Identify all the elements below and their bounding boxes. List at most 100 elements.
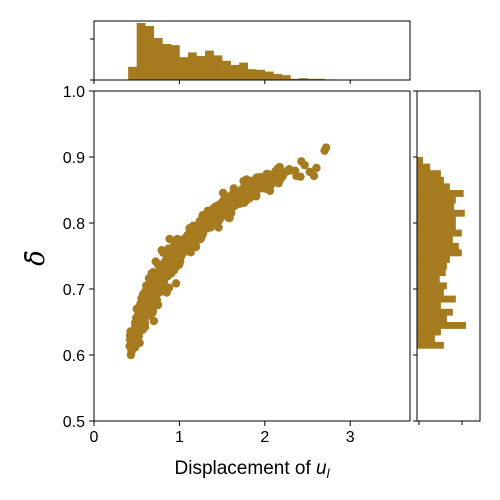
y-tick-label: 0.6 [63, 348, 85, 365]
scatter-point [300, 160, 309, 170]
y-tick-label: 0.8 [63, 216, 85, 233]
top-histogram-bar [222, 60, 231, 80]
top-histogram-bar [196, 56, 206, 80]
right-histogram-bar [417, 308, 453, 316]
right-histogram-panel [413, 90, 481, 425]
top-histogram-bars [128, 23, 334, 80]
scatter-point [261, 184, 270, 193]
top-histogram-bar [239, 62, 249, 80]
scatter-point [277, 170, 287, 179]
scatter-point [214, 223, 223, 232]
scatter-point [134, 327, 143, 336]
x-axis-label: Displacement of ul [175, 458, 331, 481]
top-histogram-bar [136, 23, 146, 80]
y-tick-label: 0.7 [63, 282, 85, 299]
x-tick-label: 3 [346, 429, 355, 446]
scatter-point [151, 257, 160, 266]
scatter-point [142, 298, 152, 308]
top-histogram-bar [187, 52, 197, 80]
top-histogram-bar [256, 69, 266, 80]
top-histogram-bar [281, 75, 291, 80]
top-histogram-bar [247, 69, 257, 80]
scatter-point [132, 304, 141, 314]
scatter-point [245, 193, 255, 203]
top-histogram-bar [153, 38, 163, 80]
scatter-point [151, 293, 161, 302]
right-histogram-bar [417, 282, 447, 290]
scatter-point [135, 338, 144, 348]
top-histogram-bar [230, 65, 240, 80]
scatter-point [175, 257, 185, 266]
y-axis-ticks: 0.5 0.6 0.7 0.8 0.9 1.0 [63, 84, 94, 431]
scatter-panel: 0 1 2 3 0.5 0.6 0.7 0.8 0.9 1.0 Displacement of … [21, 84, 411, 481]
scatter-point [184, 236, 194, 245]
top-histogram-bar [128, 66, 138, 80]
right-histogram-bars [417, 157, 466, 349]
right-histogram-bar [417, 216, 456, 224]
right-histogram-bar [417, 190, 464, 197]
right-histogram-bar [417, 176, 444, 184]
scatter-point [167, 269, 176, 278]
y-axis-label: δ̄ [21, 250, 51, 266]
scatter-points [125, 143, 331, 360]
scatter-point [141, 306, 150, 315]
x-axis-ticks: 0 1 2 3 [90, 421, 355, 446]
right-histogram-bar [417, 256, 450, 263]
y-tick-label: 0.9 [63, 150, 85, 167]
top-histogram-bar [162, 44, 172, 80]
scatter-point [159, 278, 168, 288]
top-histogram-bar [213, 55, 223, 80]
x-tick-label: 2 [260, 429, 269, 446]
right-histogram-bar [417, 269, 446, 277]
right-histogram-bar [417, 157, 423, 164]
top-histogram-bar [264, 71, 274, 80]
scatter-point [171, 279, 181, 288]
scatter-point [209, 213, 219, 223]
right-histogram-bar [417, 335, 435, 343]
right-histogram-bar [417, 203, 455, 211]
top-histogram-bar [307, 78, 317, 80]
right-histogram-bar [417, 249, 462, 257]
scatter-point [312, 163, 321, 173]
top-histogram-frame [93, 20, 411, 81]
top-histogram-ticks [90, 38, 351, 84]
right-histogram-bar [417, 328, 441, 336]
scatter-point [160, 268, 169, 277]
scatter-point [149, 316, 159, 326]
scatter-point [150, 279, 159, 288]
scatter-point [202, 222, 211, 232]
top-histogram-bar [145, 26, 155, 80]
right-histogram-bar [417, 236, 453, 244]
top-histogram-bar [179, 57, 189, 80]
right-histogram-bar [417, 183, 450, 191]
scatter-point [235, 196, 244, 205]
right-histogram-bar [417, 223, 456, 230]
right-histogram-frame [416, 90, 481, 422]
scatter-point [296, 172, 305, 181]
top-histogram-bar [170, 45, 180, 80]
scatter-point [321, 143, 331, 152]
right-histogram-bar [417, 289, 444, 296]
top-histogram-bar [316, 78, 325, 80]
right-histogram-bar [417, 196, 456, 204]
right-histogram-bar [417, 322, 466, 329]
scatter-point [252, 192, 261, 201]
scatter-point [138, 318, 147, 328]
scatter-point [226, 207, 236, 216]
scatter-frame [93, 90, 411, 422]
scatter-point [142, 292, 151, 302]
x-tick-label: 1 [175, 429, 184, 446]
top-histogram-bar [290, 78, 300, 80]
right-histogram-bar [417, 209, 465, 217]
scatter-point [160, 260, 169, 269]
scatter-point [164, 283, 174, 292]
scatter-point [218, 188, 228, 198]
right-histogram-bar [417, 341, 444, 349]
right-histogram-bar [417, 170, 441, 178]
scatter-point [127, 347, 136, 356]
x-tick-label: 0 [90, 429, 99, 446]
y-tick-label: 1.0 [63, 84, 85, 101]
scatter-point [275, 162, 284, 172]
right-histogram-ticks [413, 90, 463, 425]
